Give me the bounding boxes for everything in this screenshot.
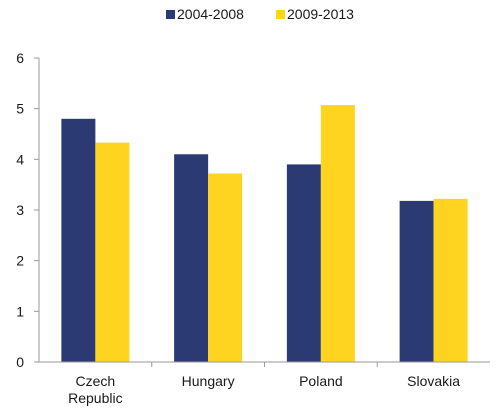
- x-tick-label-0-line-0: Czech: [76, 373, 116, 389]
- legend-swatch-0: [166, 10, 175, 19]
- bars: [61, 105, 468, 363]
- bar-2009-2013-cat-1: [208, 173, 243, 362]
- y-tick-label-5: 5: [16, 101, 24, 117]
- y-tick-label-4: 4: [16, 151, 24, 167]
- bar-2004-2008-cat-0: [61, 118, 96, 362]
- x-tick-label-2: Poland: [299, 373, 343, 389]
- y-tick-label-1: 1: [16, 303, 24, 319]
- legend-label-0: 2004-2008: [177, 6, 244, 22]
- x-tick-label-1: Hungary: [182, 373, 235, 389]
- legend-swatch-1: [276, 10, 285, 19]
- legend-label-1: 2009-2013: [287, 6, 354, 22]
- legend: 2004-2008 2009-2013: [166, 6, 354, 22]
- bar-2004-2008-cat-2: [286, 164, 321, 362]
- y-tick-label-0: 0: [16, 354, 24, 370]
- bar-2009-2013-cat-3: [433, 198, 468, 362]
- x-tick-label-3: Slovakia: [407, 373, 460, 389]
- y-tick-label-3: 3: [16, 202, 24, 218]
- bar-2009-2013-cat-2: [320, 105, 355, 363]
- y-axis: 0 1 2 3 4 5 6: [16, 50, 40, 370]
- x-tick-label-0-line-1: Republic: [68, 390, 122, 406]
- y-tick-label-6: 6: [16, 50, 24, 66]
- bar-2009-2013-cat-0: [95, 142, 130, 362]
- bar-2004-2008-cat-3: [399, 200, 434, 362]
- bar-2004-2008-cat-1: [174, 154, 209, 362]
- y-tick-label-2: 2: [16, 253, 24, 269]
